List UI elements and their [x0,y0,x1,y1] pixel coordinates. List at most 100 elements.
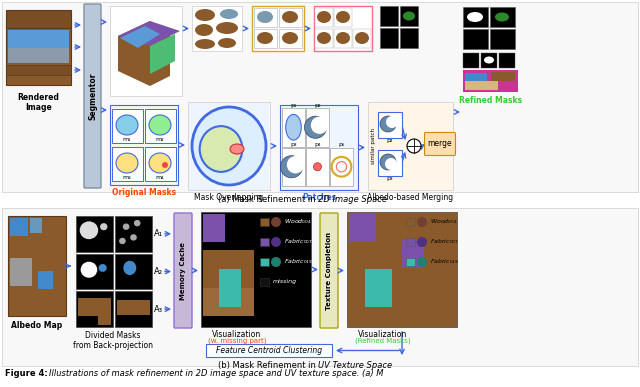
Circle shape [305,116,326,138]
Polygon shape [118,21,180,46]
Bar [145,147,176,181]
Bar [349,214,376,242]
Bar [465,81,498,90]
Bar [279,29,302,48]
Text: m₁: m₁ [123,137,131,142]
Bar [38,271,53,289]
Ellipse shape [355,32,369,44]
Circle shape [385,158,397,170]
Bar [2,208,638,366]
Ellipse shape [100,223,108,230]
Bar [334,29,352,48]
Ellipse shape [285,115,301,140]
Ellipse shape [195,24,213,36]
Bar [206,344,332,357]
Text: Rendered
Image: Rendered Image [17,93,60,112]
Ellipse shape [336,32,350,44]
Circle shape [314,163,321,171]
Bar [112,109,143,143]
Ellipse shape [134,220,141,226]
Bar [145,109,176,143]
Ellipse shape [495,12,509,22]
Bar [306,147,329,186]
Bar [30,218,42,233]
Bar [380,28,398,48]
Text: Refined Masks: Refined Masks [459,96,522,105]
Bar [260,218,269,226]
Bar [334,8,352,27]
Bar [8,30,69,50]
Circle shape [417,257,427,267]
Bar [98,316,111,325]
Bar [117,300,150,315]
Ellipse shape [149,153,171,173]
Bar [203,214,225,242]
Ellipse shape [99,264,107,272]
Bar [8,216,66,316]
Text: similar patch: similar patch [371,128,376,164]
FancyBboxPatch shape [174,213,192,328]
Ellipse shape [123,223,129,230]
Ellipse shape [149,115,171,135]
Bar [306,108,329,147]
Bar [6,65,71,75]
Ellipse shape [282,11,298,23]
Circle shape [271,217,281,227]
Text: Figure 4:: Figure 4: [5,369,48,378]
Circle shape [417,237,427,247]
Ellipse shape [80,221,98,239]
Bar [260,238,269,246]
Text: p₁: p₁ [291,103,297,108]
Ellipse shape [220,9,238,19]
Polygon shape [150,34,175,74]
Text: A₃: A₃ [154,305,163,314]
Bar [110,105,178,185]
Bar [463,53,479,68]
Bar [76,253,113,289]
Text: Texture Completion: Texture Completion [326,231,332,310]
Bar [110,6,182,96]
Text: (b) Mask Refinement in: (b) Mask Refinement in [218,361,318,370]
Ellipse shape [257,11,273,23]
Bar [6,20,71,85]
Bar [188,102,270,190]
Bar [347,212,457,327]
Bar [280,105,358,190]
Text: (a) Mask Refinement in: (a) Mask Refinement in [218,195,318,204]
Text: Divided Masks
from Back-projection: Divided Masks from Back-projection [73,331,153,350]
Text: Segmentor: Segmentor [88,72,97,120]
Text: Wood$_{004}$: Wood$_{004}$ [284,217,312,226]
Bar [490,29,515,49]
Bar [380,6,398,26]
Text: p₃: p₃ [291,142,297,147]
Bar [406,258,415,266]
Bar [78,298,111,316]
Text: Albedo Map: Albedo Map [12,321,63,330]
Text: Original Masks: Original Masks [112,188,176,197]
Ellipse shape [216,22,238,34]
Text: p₅: p₅ [339,142,345,147]
FancyBboxPatch shape [84,4,101,188]
Bar [203,288,254,316]
Text: p₂: p₂ [314,103,321,108]
Bar [192,6,242,51]
Ellipse shape [81,262,97,278]
Bar [112,147,143,181]
Bar [115,253,152,289]
Text: p₃: p₃ [387,176,393,181]
Bar [252,6,304,51]
Bar [406,238,415,246]
Text: p₄: p₄ [314,142,321,147]
Bar [203,250,254,307]
Text: UV Texture Space: UV Texture Space [318,361,392,370]
Bar [8,48,69,63]
Bar [279,8,302,27]
Ellipse shape [403,12,415,21]
Circle shape [271,237,281,247]
Bar [201,212,311,327]
Circle shape [417,217,427,227]
Bar [260,258,269,266]
Text: Fabric$_{019}$: Fabric$_{019}$ [430,258,459,267]
Bar [490,72,515,81]
Bar [490,7,515,27]
